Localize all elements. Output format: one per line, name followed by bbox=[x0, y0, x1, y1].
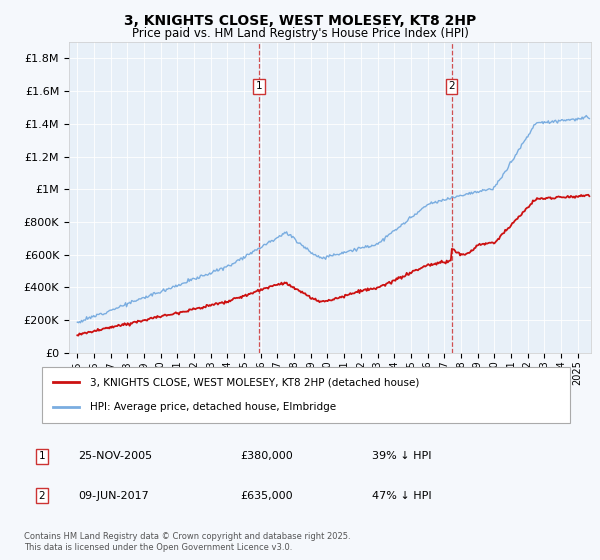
Text: 1: 1 bbox=[38, 451, 46, 461]
Text: Price paid vs. HM Land Registry's House Price Index (HPI): Price paid vs. HM Land Registry's House … bbox=[131, 27, 469, 40]
Text: Contains HM Land Registry data © Crown copyright and database right 2025.
This d: Contains HM Land Registry data © Crown c… bbox=[24, 532, 350, 552]
Text: 1: 1 bbox=[256, 81, 262, 91]
Text: 39% ↓ HPI: 39% ↓ HPI bbox=[372, 451, 431, 461]
Text: 47% ↓ HPI: 47% ↓ HPI bbox=[372, 491, 431, 501]
FancyBboxPatch shape bbox=[42, 367, 570, 423]
Text: 2: 2 bbox=[38, 491, 46, 501]
Text: 3, KNIGHTS CLOSE, WEST MOLESEY, KT8 2HP (detached house): 3, KNIGHTS CLOSE, WEST MOLESEY, KT8 2HP … bbox=[89, 377, 419, 388]
Text: £635,000: £635,000 bbox=[240, 491, 293, 501]
Text: 2: 2 bbox=[448, 81, 455, 91]
Text: HPI: Average price, detached house, Elmbridge: HPI: Average price, detached house, Elmb… bbox=[89, 402, 335, 412]
Text: £380,000: £380,000 bbox=[240, 451, 293, 461]
Text: 3, KNIGHTS CLOSE, WEST MOLESEY, KT8 2HP: 3, KNIGHTS CLOSE, WEST MOLESEY, KT8 2HP bbox=[124, 14, 476, 28]
Text: 09-JUN-2017: 09-JUN-2017 bbox=[78, 491, 149, 501]
Text: 25-NOV-2005: 25-NOV-2005 bbox=[78, 451, 152, 461]
